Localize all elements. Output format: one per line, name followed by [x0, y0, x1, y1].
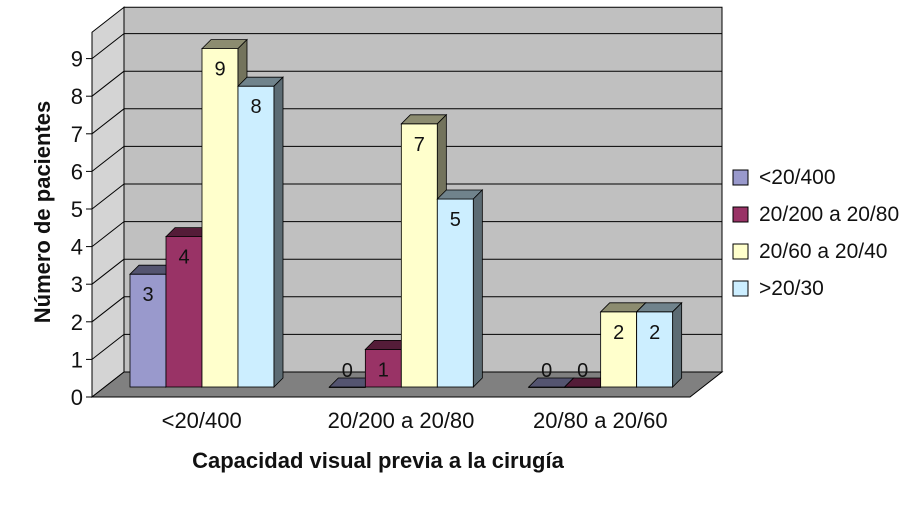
legend-label: <20/400 — [759, 166, 836, 189]
gridline-side — [91, 108, 125, 135]
data-label: 0 — [577, 360, 588, 382]
data-label: 0 — [541, 360, 552, 382]
data-label: 3 — [142, 284, 153, 306]
data-label: 8 — [250, 96, 261, 118]
data-label: 2 — [649, 322, 660, 344]
y-tick-label: 9 — [71, 47, 83, 72]
bar — [436, 198, 474, 388]
legend-label: >20/30 — [759, 277, 824, 300]
y-tick-label: 4 — [71, 235, 83, 260]
bar-side — [273, 76, 284, 388]
bar — [600, 311, 638, 388]
data-label: 5 — [450, 209, 461, 231]
bar — [237, 85, 275, 388]
x-axis-categories: <20/400 20/200 a 20/80 20/80 a 20/60 — [162, 408, 668, 433]
gridline-side — [91, 221, 125, 247]
data-label: 9 — [214, 59, 225, 81]
x-tick-label: 20/200 a 20/80 — [328, 408, 475, 433]
y-tick-label: 5 — [71, 197, 83, 222]
legend-swatch — [732, 280, 749, 297]
y-tick-label: 7 — [71, 122, 83, 147]
bar — [129, 273, 167, 388]
x-tick-label: <20/400 — [162, 408, 242, 433]
bar — [364, 348, 402, 388]
gridline-side — [91, 334, 125, 360]
bar — [636, 311, 674, 388]
legend-swatch — [732, 169, 749, 186]
bar — [165, 236, 203, 388]
legend-swatch — [732, 243, 749, 260]
gridline-side — [91, 183, 125, 210]
y-tick-label: 3 — [71, 272, 83, 297]
data-label: 2 — [613, 322, 624, 344]
y-tick-label: 1 — [71, 347, 83, 372]
bar — [400, 123, 438, 388]
data-label: 4 — [178, 247, 189, 269]
y-tick-label: 6 — [71, 159, 83, 184]
bar-side — [472, 189, 483, 388]
legend: <20/400 20/200 a 20/80 20/60 a 20/40 >20/30 — [732, 166, 899, 300]
y-tick-label: 0 — [71, 385, 83, 410]
data-label: 1 — [378, 359, 389, 381]
legend-label: 20/60 a 20/40 — [759, 240, 887, 263]
data-label: 0 — [342, 360, 353, 382]
legend-swatch — [732, 206, 749, 223]
bar-side — [672, 301, 683, 388]
gridline-side — [91, 146, 125, 172]
y-tick-label: 8 — [71, 84, 83, 109]
gridline-side — [91, 70, 125, 97]
y-tick-label: 2 — [71, 310, 83, 335]
legend-label: 20/200 a 20/80 — [759, 203, 899, 226]
bar — [201, 48, 239, 388]
x-tick-label: 20/80 a 20/60 — [533, 408, 668, 433]
x-axis-label: Capacidad visual previa a la cirugía — [192, 448, 564, 473]
y-axis-label: Número de pacientes — [30, 101, 55, 324]
data-label: 7 — [414, 134, 425, 156]
gridline-side — [91, 258, 125, 285]
y-axis-ticks: 0 1 2 3 4 5 6 7 8 9 — [71, 47, 93, 410]
gridline-side — [91, 296, 125, 323]
chart-bars: 3 4 9 8 0 1 7 5 0 0 2 2 — [129, 38, 683, 388]
gridline-side — [91, 33, 125, 59]
